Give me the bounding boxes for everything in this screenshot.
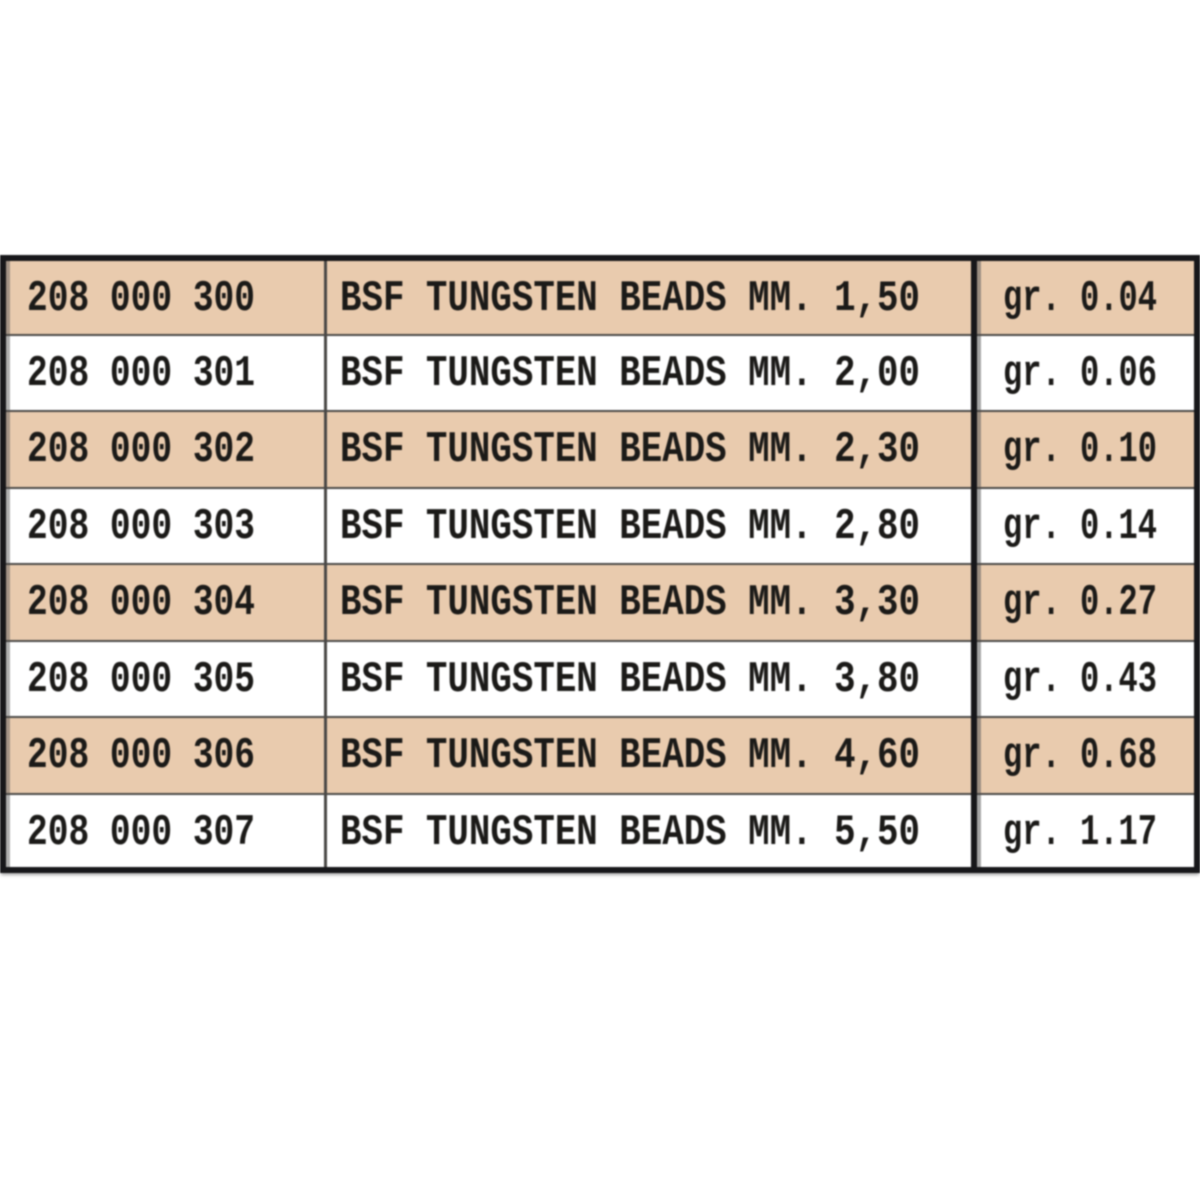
svg-text:208 000 304: 208 000 304 [27,578,255,628]
svg-text:208 000 306: 208 000 306 [27,731,255,781]
svg-text:gr. 0.43: gr. 0.43 [1003,655,1157,705]
svg-text:208 000 307: 208 000 307 [27,808,255,858]
svg-text:BSF TUNGSTEN BEADS MM. 2,30: BSF TUNGSTEN BEADS MM. 2,30 [340,425,920,475]
svg-text:208 000 300: 208 000 300 [27,274,255,324]
svg-text:BSF TUNGSTEN BEADS MM. 5,50: BSF TUNGSTEN BEADS MM. 5,50 [340,808,920,858]
svg-text:BSF TUNGSTEN BEADS MM. 2,80: BSF TUNGSTEN BEADS MM. 2,80 [340,502,920,552]
svg-text:gr. 0.27: gr. 0.27 [1003,578,1157,628]
svg-text:208 000 305: 208 000 305 [27,655,255,705]
svg-text:gr. 1.17: gr. 1.17 [1003,808,1157,858]
svg-text:BSF TUNGSTEN BEADS MM. 1,50: BSF TUNGSTEN BEADS MM. 1,50 [340,274,920,324]
svg-text:gr. 0.14: gr. 0.14 [1003,502,1157,552]
svg-text:BSF TUNGSTEN BEADS MM. 3,30: BSF TUNGSTEN BEADS MM. 3,30 [340,578,920,628]
svg-text:208 000 302: 208 000 302 [27,425,255,475]
svg-text:208 000 301: 208 000 301 [27,349,255,399]
svg-text:gr. 0.06: gr. 0.06 [1003,349,1157,399]
svg-text:gr. 0.10: gr. 0.10 [1003,425,1157,475]
svg-text:BSF TUNGSTEN BEADS MM. 4,60: BSF TUNGSTEN BEADS MM. 4,60 [340,731,920,781]
svg-text:BSF TUNGSTEN BEADS MM. 2,00: BSF TUNGSTEN BEADS MM. 2,00 [340,349,920,399]
svg-text:gr. 0.04: gr. 0.04 [1003,274,1157,324]
svg-text:BSF TUNGSTEN BEADS MM. 3,80: BSF TUNGSTEN BEADS MM. 3,80 [340,655,920,705]
svg-text:gr. 0.68: gr. 0.68 [1003,731,1157,781]
svg-text:208 000 303: 208 000 303 [27,502,255,552]
